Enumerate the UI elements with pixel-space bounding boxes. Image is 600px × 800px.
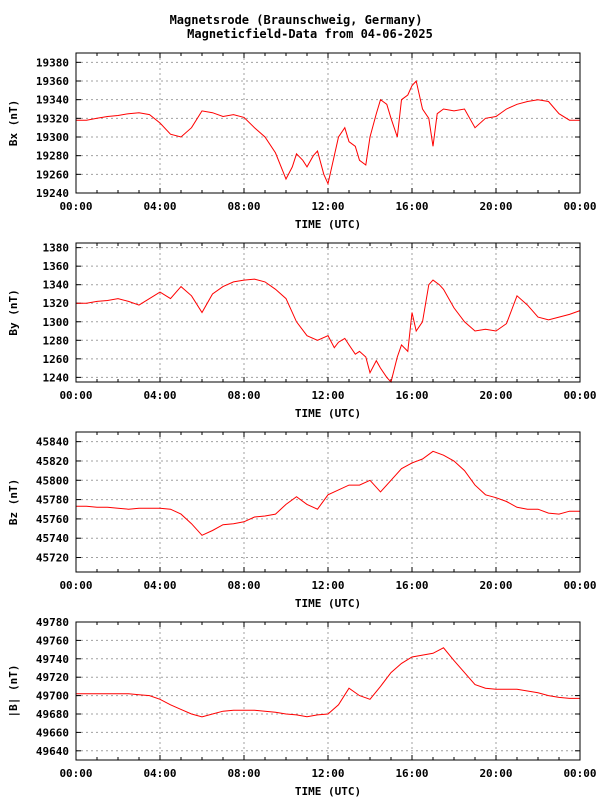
y-tick-label: 1320	[43, 297, 70, 310]
series-line-2	[76, 278, 581, 384]
y-tick-label: 19380	[36, 56, 69, 69]
x-tick-label: 12:00	[311, 389, 344, 402]
y-axis-label: Bx (nT)	[7, 100, 20, 146]
y-tick-label: 45800	[36, 474, 69, 487]
y-tick-label: 45780	[36, 494, 69, 507]
x-tick-label: 12:00	[311, 767, 344, 780]
x-tick-label: 04:00	[143, 389, 176, 402]
plot-frame	[75, 431, 581, 573]
y-tick-label: 49720	[36, 671, 69, 684]
x-tick-label: 04:00	[143, 200, 176, 213]
x-tick-label: 08:00	[227, 579, 260, 592]
x-tick-label: 08:00	[227, 389, 260, 402]
x-tick-label: 16:00	[395, 200, 428, 213]
y-tick-label: 19300	[36, 131, 69, 144]
y-axis-label: By (nT)	[7, 289, 20, 335]
plot-frame	[75, 621, 581, 761]
x-tick-label: 04:00	[143, 579, 176, 592]
plot-frame	[75, 242, 581, 383]
x-tick-label: 16:00	[395, 579, 428, 592]
x-tick-label: 20:00	[479, 579, 512, 592]
y-tick-label: 19320	[36, 112, 69, 125]
y-tick-label: 19360	[36, 75, 69, 88]
series-line-4	[76, 647, 580, 718]
x-tick-label: 00:00	[59, 200, 92, 213]
y-tick-label: 45720	[36, 552, 69, 565]
y-tick-label: 45840	[36, 436, 69, 449]
y-tick-label: 49700	[36, 690, 69, 703]
panel-4: 49640 49660 49680 49700 49720 49740 49760 49780…	[7, 616, 597, 798]
y-tick-label: 49760	[36, 634, 69, 647]
x-tick-label: 16:00	[395, 389, 428, 402]
series-line-3	[76, 450, 580, 536]
x-tick-label: 20:00	[479, 767, 512, 780]
x-tick-label: 00:00	[563, 389, 596, 402]
x-tick-label: 00:00	[59, 767, 92, 780]
plot-frame	[75, 52, 581, 194]
chart-panels: 19240 19260 19280 19300 19320 19340 19360 19380…	[7, 52, 597, 798]
y-tick-label: 1360	[43, 260, 70, 273]
x-tick-label: 00:00	[563, 200, 596, 213]
y-axis-label: Bz (nT)	[7, 479, 20, 525]
y-tick-label: 1340	[43, 279, 70, 292]
y-tick-label: 19340	[36, 94, 69, 107]
x-tick-label: 12:00	[311, 200, 344, 213]
y-tick-label: 19280	[36, 150, 69, 163]
x-axis-label: TIME (UTC)	[295, 785, 361, 798]
x-tick-label: 20:00	[479, 200, 512, 213]
y-tick-label: 1280	[43, 334, 70, 347]
y-tick-label: 19240	[36, 187, 69, 200]
panel-3: 45720 45740 45760 45780 45800 45820 45840 00:00…	[7, 431, 597, 610]
x-tick-label: 16:00	[395, 767, 428, 780]
x-tick-label: 00:00	[59, 389, 92, 402]
x-tick-label: 08:00	[227, 767, 260, 780]
panel-1: 19240 19260 19280 19300 19320 19340 19360 19380…	[7, 52, 597, 231]
x-tick-label: 08:00	[227, 200, 260, 213]
y-tick-label: 49640	[36, 745, 69, 758]
y-tick-label: 1240	[43, 371, 70, 384]
x-tick-label: 00:00	[563, 767, 596, 780]
y-tick-label: 45820	[36, 455, 69, 468]
y-tick-label: 19260	[36, 168, 69, 181]
y-tick-label: 45760	[36, 513, 69, 526]
x-tick-label: 20:00	[479, 389, 512, 402]
y-tick-label: 45740	[36, 532, 69, 545]
y-axis-label: |B| (nT)	[7, 665, 20, 718]
series-line-1	[76, 79, 580, 186]
y-tick-label: 49740	[36, 653, 69, 666]
x-tick-label: 00:00	[59, 579, 92, 592]
panel-2: 1240 1260 1280 1300 1320 1340 1360 1380 00:00 04:…	[7, 242, 597, 420]
chart-title-line2: Magneticfield-Data from 04-06-2025	[187, 27, 433, 41]
y-tick-label: 49660	[36, 726, 69, 739]
y-tick-label: 1300	[43, 316, 70, 329]
x-tick-label: 12:00	[311, 579, 344, 592]
y-tick-label: 1260	[43, 353, 70, 366]
x-axis-label: TIME (UTC)	[295, 218, 361, 231]
x-axis-label: TIME (UTC)	[295, 407, 361, 420]
y-tick-label: 1380	[43, 242, 70, 255]
x-tick-label: 04:00	[143, 767, 176, 780]
y-tick-label: 49780	[36, 616, 69, 629]
chart-title-line1: Magnetsrode (Braunschweig, Germany)	[170, 13, 423, 27]
x-axis-label: TIME (UTC)	[295, 597, 361, 610]
x-tick-label: 00:00	[563, 579, 596, 592]
y-tick-label: 49680	[36, 708, 69, 721]
